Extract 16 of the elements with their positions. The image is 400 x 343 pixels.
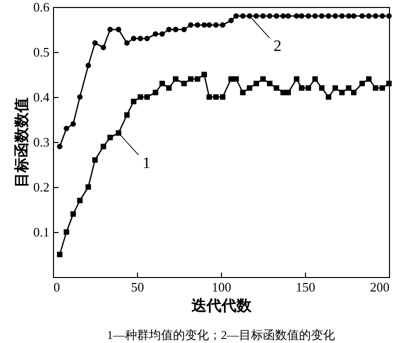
y-axis-title: 目标函数数值: [13, 98, 30, 188]
y-tick-label: 0.5: [33, 44, 50, 60]
x-axis-title: 迭代代数: [190, 298, 252, 314]
annotation: 2: [274, 38, 282, 55]
x-tick-label: 50: [131, 280, 144, 294]
y-tick-label: 0.3: [33, 134, 50, 150]
x-tick-label: 0: [54, 280, 60, 294]
x-tick-label: 100: [212, 280, 232, 294]
x-tick-label: 200: [370, 280, 390, 294]
y-tick-label: 0.6: [33, 0, 50, 14]
text: 1—种群均值的变化；2—目标函数值的变化: [107, 328, 335, 342]
y-tick-label: 0.4: [33, 90, 50, 104]
annotation: 1: [142, 155, 151, 172]
y-tick-label: 0.1: [33, 224, 50, 240]
x-tick-label: 150: [296, 280, 316, 294]
y-tick-label: 0.2: [33, 180, 50, 194]
